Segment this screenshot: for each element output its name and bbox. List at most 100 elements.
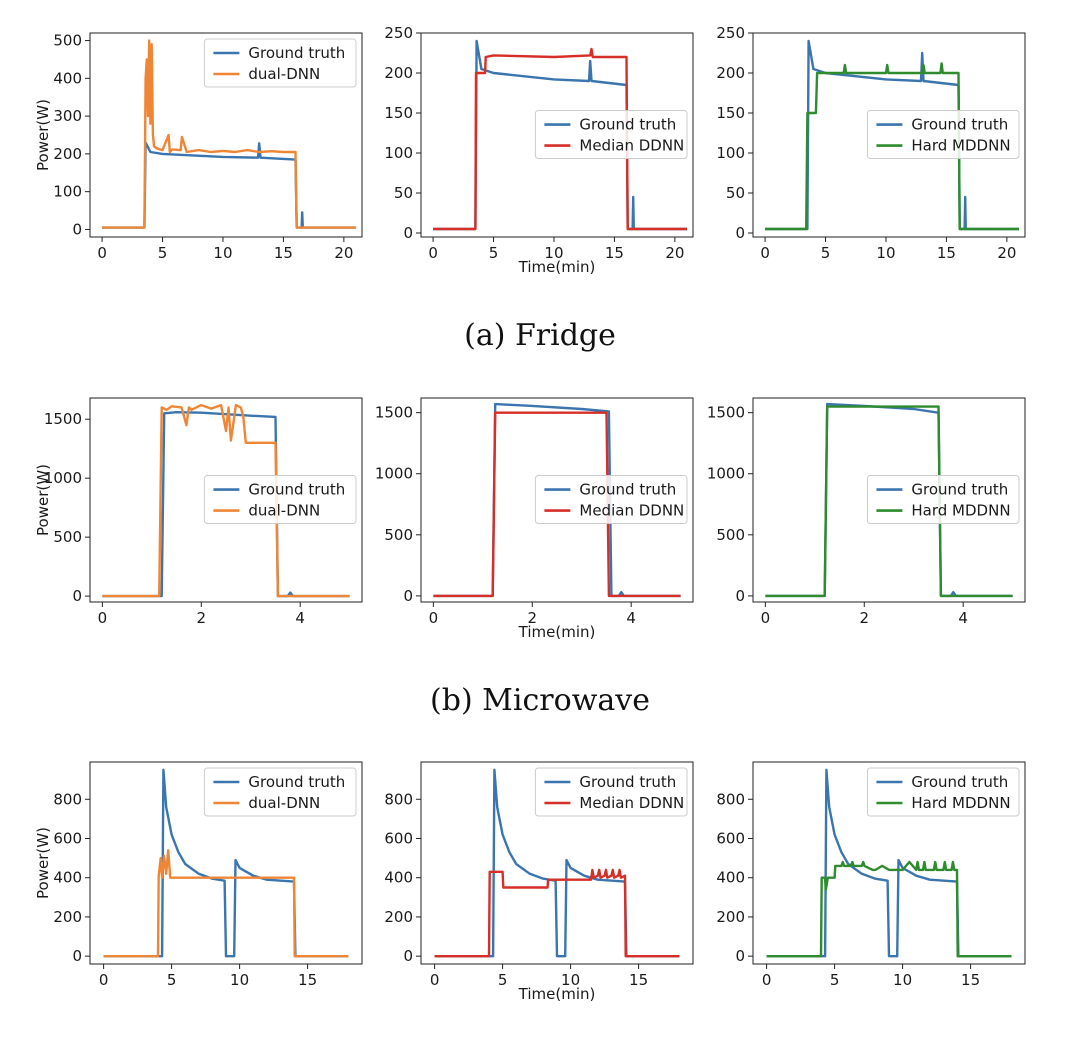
x-axis-label: Time(min) bbox=[518, 623, 596, 641]
y-tick-label: 250 bbox=[384, 24, 413, 42]
legend-box bbox=[534, 767, 688, 817]
y-tick-label: 0 bbox=[735, 224, 745, 242]
legend: Ground truth Hard MDDNN bbox=[866, 475, 1020, 525]
x-tick-label: 15 bbox=[937, 244, 956, 262]
axes-frame bbox=[89, 32, 363, 238]
y-axis-label: Power(W) bbox=[34, 827, 52, 899]
y-tick-label: 400 bbox=[716, 869, 745, 887]
x-tick-label: 5 bbox=[821, 244, 831, 262]
legend-entry: Ground truth bbox=[248, 481, 345, 499]
x-tick-label: 10 bbox=[893, 971, 912, 989]
x-tick-label: 0 bbox=[760, 244, 770, 262]
legend-box bbox=[866, 110, 1020, 160]
x-tick-label: 15 bbox=[629, 971, 648, 989]
x-tick-label: 10 bbox=[544, 244, 563, 262]
x-tick-label: 15 bbox=[961, 971, 980, 989]
x-tick-label: 10 bbox=[876, 244, 895, 262]
x-tick-label: 0 bbox=[98, 609, 108, 627]
x-tick-label: 5 bbox=[489, 244, 499, 262]
legend-box bbox=[534, 110, 688, 160]
x-tick-label: 4 bbox=[295, 609, 305, 627]
y-tick-label: 400 bbox=[53, 69, 82, 87]
series-line-model bbox=[766, 860, 1012, 958]
y-tick-label: 1500 bbox=[44, 410, 82, 428]
series-line-model bbox=[103, 849, 349, 958]
series-line-model bbox=[433, 47, 687, 231]
x-tick-label: 5 bbox=[498, 971, 508, 989]
y-tick-label: 1500 bbox=[375, 404, 413, 422]
legend: Ground truth Median DDNN bbox=[534, 110, 688, 160]
x-tick-label: 15 bbox=[605, 244, 624, 262]
y-tick-label: 0 bbox=[72, 220, 82, 238]
legend-entry: Hard MDDNN bbox=[911, 502, 1010, 520]
y-axis-label: Power(W) bbox=[34, 464, 52, 536]
x-tick-label: 2 bbox=[859, 609, 869, 627]
y-tick-label: 800 bbox=[53, 790, 82, 808]
x-tick-label: 0 bbox=[97, 244, 107, 262]
x-tick-label: 0 bbox=[761, 609, 771, 627]
legend-box bbox=[534, 475, 688, 525]
x-tick-label: 15 bbox=[298, 971, 317, 989]
series-line-ground-truth bbox=[103, 768, 349, 958]
y-tick-label: 0 bbox=[72, 587, 82, 605]
y-tick-label: 150 bbox=[716, 104, 745, 122]
legend: Ground truth dual-DNN bbox=[203, 475, 357, 525]
legend-entry: Ground truth bbox=[911, 481, 1008, 499]
legend-box bbox=[203, 475, 357, 525]
series-line-ground-truth bbox=[433, 39, 687, 231]
legend-entry: Median DDNN bbox=[579, 137, 684, 155]
legend-entry: Median DDNN bbox=[579, 794, 684, 812]
y-tick-label: 0 bbox=[403, 224, 413, 242]
y-tick-label: 200 bbox=[384, 908, 413, 926]
legend: Ground truth dual-DNN bbox=[203, 767, 357, 817]
y-tick-label: 500 bbox=[384, 526, 413, 544]
x-tick-label: 5 bbox=[167, 971, 177, 989]
series-line-ground-truth bbox=[102, 411, 350, 598]
chart-panel-4: 0 2 4 0 500 1000 1500 Power(W) Ground truth dual-… bbox=[34, 397, 363, 627]
series-line-model bbox=[434, 868, 680, 958]
axes-frame bbox=[752, 32, 1026, 238]
y-tick-label: 250 bbox=[716, 24, 745, 42]
legend-entry: Ground truth bbox=[248, 773, 345, 791]
y-tick-label: 150 bbox=[384, 104, 413, 122]
series-line-model bbox=[102, 39, 356, 229]
y-tick-label: 800 bbox=[716, 790, 745, 808]
legend: Ground truth Hard MDDNN bbox=[866, 767, 1020, 817]
series-line-model bbox=[765, 62, 1019, 231]
legend: Ground truth Hard MDDNN bbox=[866, 110, 1020, 160]
x-axis-label: Time(min) bbox=[518, 985, 596, 1003]
y-tick-label: 0 bbox=[72, 947, 82, 965]
chart-panel-9: 0 5 10 15 0 200 400 600 800 Ground truth Hard MDDN… bbox=[716, 761, 1026, 989]
x-tick-label: 10 bbox=[230, 971, 249, 989]
y-tick-label: 600 bbox=[384, 829, 413, 847]
y-tick-label: 200 bbox=[384, 64, 413, 82]
x-tick-label: 20 bbox=[997, 244, 1016, 262]
y-tick-label: 1000 bbox=[44, 469, 82, 487]
y-tick-label: 1000 bbox=[375, 465, 413, 483]
x-tick-label: 4 bbox=[958, 609, 968, 627]
y-tick-label: 400 bbox=[53, 869, 82, 887]
caption-row-a: (a) Fridge bbox=[464, 318, 616, 353]
chart-panel-5: 0 2 4 0 500 1000 1500 Time(min) Ground truth Medi… bbox=[375, 397, 694, 641]
legend-entry: Ground truth bbox=[579, 116, 676, 134]
axes-frame bbox=[89, 761, 363, 965]
x-tick-label: 0 bbox=[430, 971, 440, 989]
legend-entry: dual-DNN bbox=[248, 502, 320, 520]
y-tick-label: 600 bbox=[716, 829, 745, 847]
x-tick-label: 0 bbox=[99, 971, 109, 989]
y-tick-label: 500 bbox=[716, 526, 745, 544]
series-line-ground-truth bbox=[766, 768, 1012, 958]
y-axis-label: Power(W) bbox=[34, 99, 52, 171]
legend-entry: Hard MDDNN bbox=[911, 794, 1010, 812]
legend: Ground truth Median DDNN bbox=[534, 767, 688, 817]
axes-frame bbox=[89, 397, 363, 603]
series-line-model bbox=[433, 411, 681, 598]
x-tick-label: 0 bbox=[762, 971, 772, 989]
axes-frame bbox=[752, 397, 1026, 603]
y-tick-label: 100 bbox=[384, 144, 413, 162]
legend-entry: Ground truth bbox=[579, 481, 676, 499]
y-tick-label: 1500 bbox=[707, 404, 745, 422]
y-tick-label: 200 bbox=[716, 908, 745, 926]
